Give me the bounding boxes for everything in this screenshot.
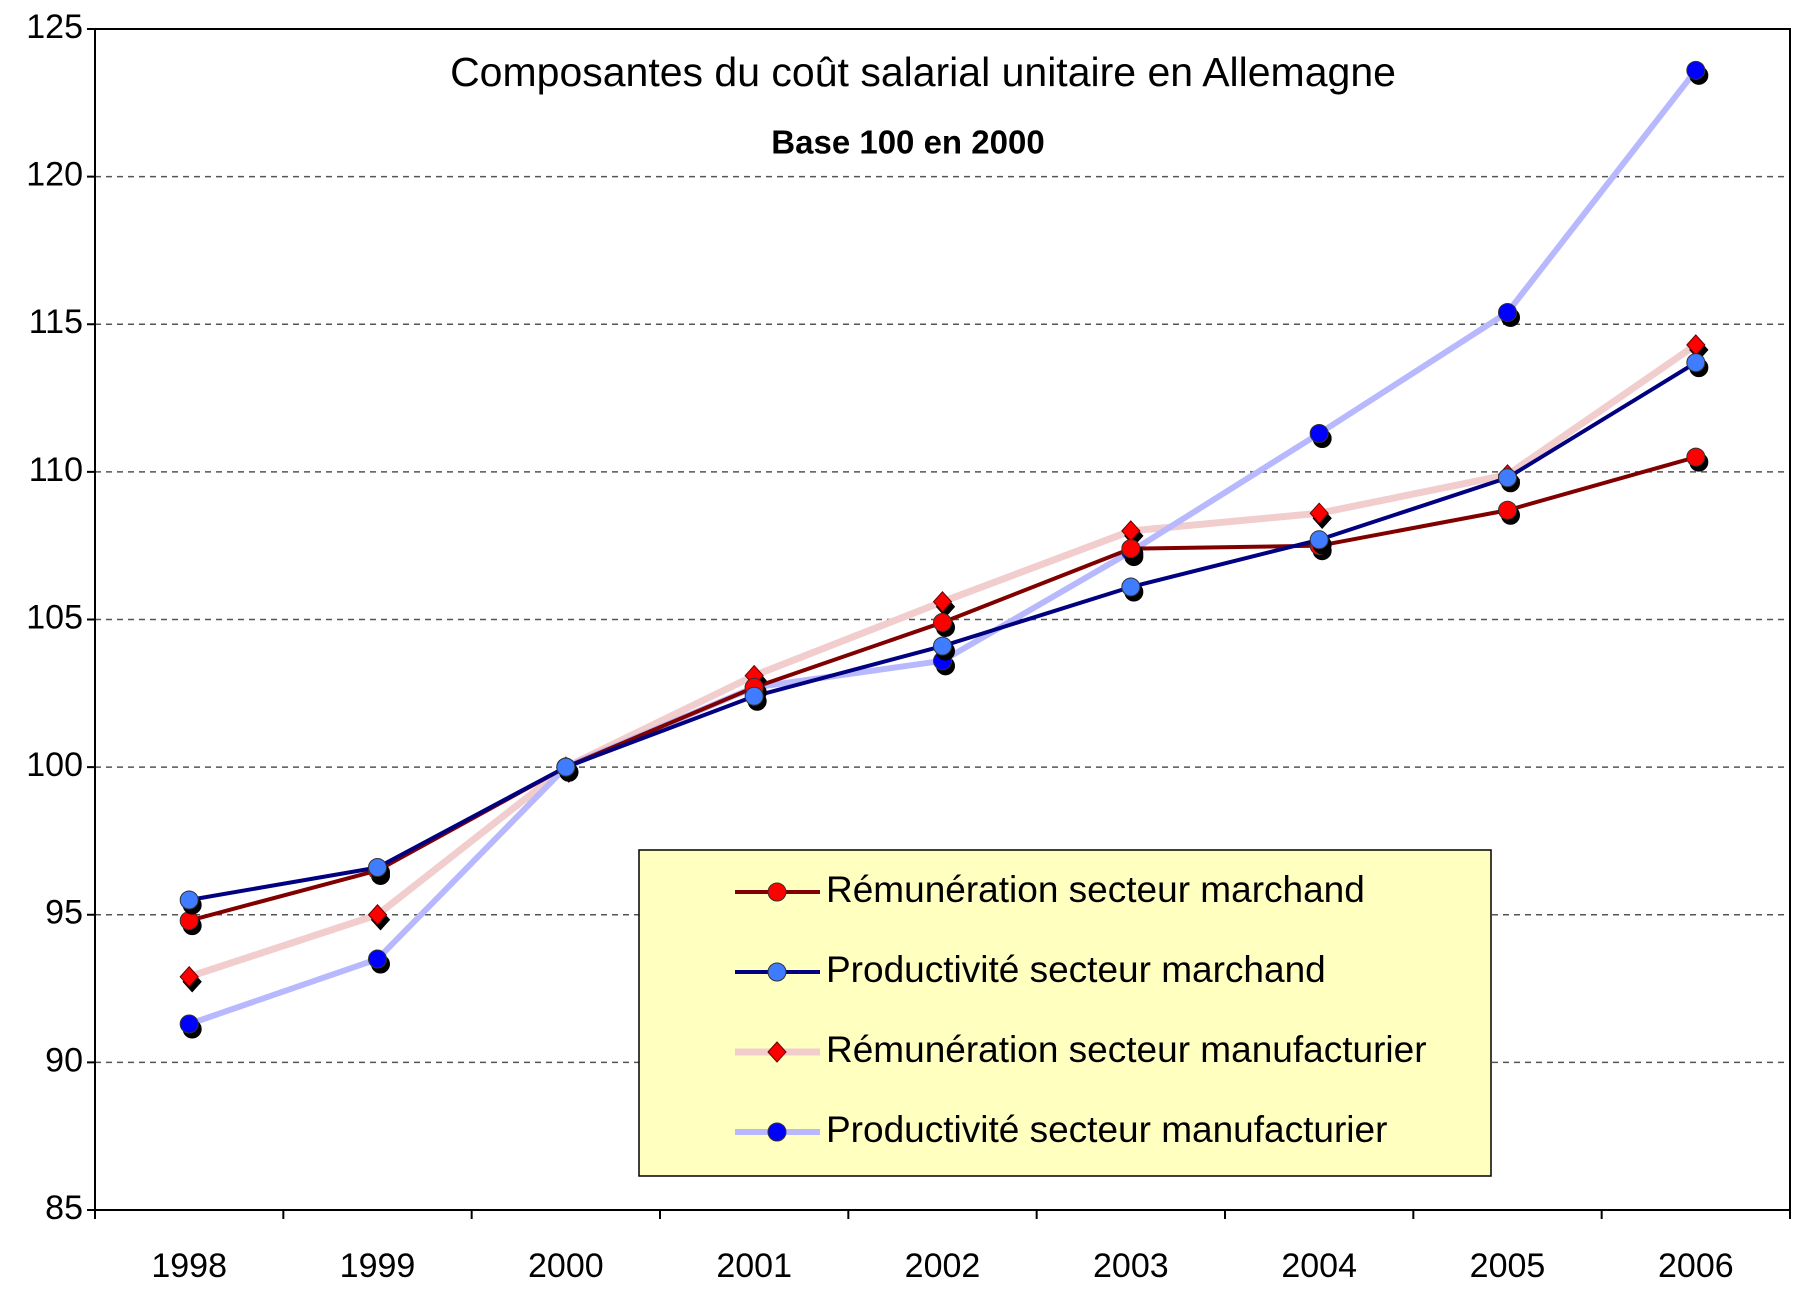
y-tick-label: 120 [26,156,83,194]
marker [179,911,199,931]
x-tick-label: 2002 [905,1247,981,1285]
marker [1498,468,1517,488]
x-tick-label: 2006 [1658,1247,1734,1285]
marker [367,904,388,926]
marker [179,1014,199,1034]
chart-title: Composantes du coût salarial unitaire en… [450,49,1396,95]
legend-label: Rémunération secteur manufacturier [826,1029,1427,1070]
legend-label: Rémunération secteur marchand [826,869,1365,910]
legend-marker [767,882,787,902]
chart-subtitle: Base 100 en 2000 [771,124,1044,161]
marker [368,949,387,969]
legend: Rémunération secteur marchand Productivit… [638,849,1492,1177]
x-tick-label: 2003 [1093,1247,1169,1285]
legend-marker [767,1122,787,1142]
marker [556,757,576,777]
marker [933,612,952,632]
x-tick-label: 2005 [1470,1247,1546,1285]
x-tick-label: 2001 [716,1247,792,1285]
legend-marker [767,962,787,982]
y-tick-label: 125 [26,8,83,46]
legend-marker [767,1041,787,1063]
y-tick-label: 105 [26,598,83,636]
x-tick-label: 2004 [1281,1247,1357,1285]
x-tick-label: 2000 [528,1247,604,1285]
marker [1498,302,1517,322]
marker [1121,577,1141,597]
marker [1686,447,1706,467]
legend-label: Productivité secteur manufacturier [826,1109,1387,1150]
marker [1498,500,1517,520]
plot-frame [94,28,1791,1211]
marker [933,636,952,656]
x-tick-label: 1998 [151,1247,227,1285]
marker [179,890,199,910]
y-tick-label: 95 [45,894,83,932]
marker [1121,539,1141,559]
marker [1309,502,1329,524]
marker [1686,60,1706,80]
y-tick-label: 110 [29,451,83,489]
marker [368,858,387,878]
y-tick-label: 90 [45,1041,83,1079]
marker [1309,423,1329,443]
marker [1309,530,1329,550]
x-tick-label: 1999 [340,1247,416,1285]
y-tick-label: 100 [26,746,83,784]
marker [1686,353,1706,373]
legend-label: Productivité secteur marchand [826,949,1326,990]
marker [744,686,764,706]
marker [1121,520,1141,542]
marker [179,966,199,988]
legend-box [638,849,1492,1177]
marker [932,591,953,613]
y-tick-label: 85 [45,1189,83,1227]
y-tick-label: 115 [29,303,83,341]
